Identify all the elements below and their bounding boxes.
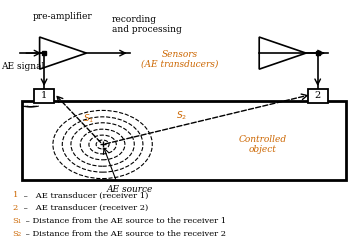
Text: AE source: AE source	[106, 185, 153, 194]
Text: 1: 1	[41, 91, 47, 100]
Text: 2: 2	[315, 91, 321, 100]
Bar	[22, 101, 346, 180]
Text: $S_2$: $S_2$	[176, 110, 187, 122]
Text: –   AE transducer (receiver 2): – AE transducer (receiver 2)	[21, 204, 148, 212]
Text: – Distance from the AE source to the receiver 2: – Distance from the AE source to the rec…	[23, 230, 226, 238]
Text: –   AE transducer (receiver 1): – AE transducer (receiver 1)	[21, 191, 148, 199]
Text: Controlled
object: Controlled object	[239, 135, 287, 154]
Text: 2: 2	[13, 204, 18, 212]
Text: AE signal: AE signal	[1, 62, 44, 71]
Text: 1: 1	[13, 191, 18, 199]
Bar	[34, 89, 54, 103]
Text: recording
and processing: recording and processing	[112, 15, 181, 34]
Text: – Distance from the AE source to the receiver 1: – Distance from the AE source to the rec…	[23, 217, 226, 225]
Text: pre-amplifier: pre-amplifier	[33, 12, 93, 21]
Bar	[308, 89, 328, 103]
Text: S₁: S₁	[13, 217, 22, 225]
Text: Sensors
(AE transducers): Sensors (AE transducers)	[141, 50, 219, 69]
Text: $S_1$: $S_1$	[82, 112, 94, 125]
Text: S₂: S₂	[13, 230, 22, 238]
